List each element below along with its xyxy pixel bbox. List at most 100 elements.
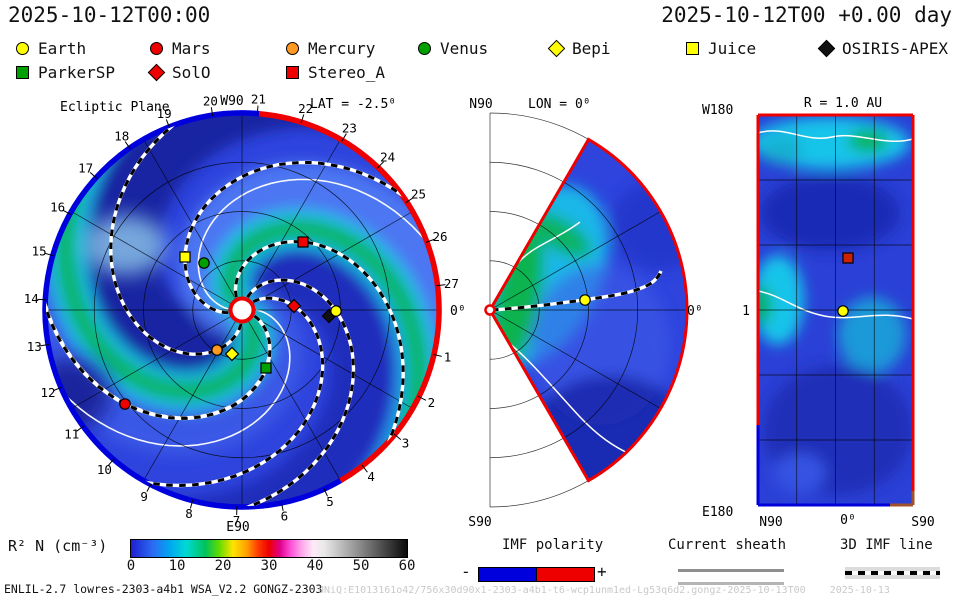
legend-item-solo: SolO: [147, 63, 211, 82]
legend-label: ParkerSP: [38, 63, 116, 82]
radial-xtick-s90: S90: [911, 515, 934, 530]
marker-earth: [330, 305, 342, 317]
day-tick-label: 5: [326, 494, 334, 509]
ecliptic-zero-label: 0⁰: [450, 304, 466, 319]
day-tick-mark: [40, 343, 50, 347]
legend-label: SolO: [172, 63, 211, 82]
grid-line: [489, 309, 661, 409]
density-feature: [848, 130, 888, 152]
legend-label: Juice: [708, 39, 757, 58]
colorbar: [130, 539, 408, 558]
imf-line-label: 3D IMF line: [840, 537, 933, 553]
marker-stereo-a: [842, 252, 854, 264]
day-tick-mark: [361, 464, 368, 473]
day-tick-label: 19: [157, 106, 172, 121]
earth-marker-icon: [16, 42, 29, 55]
day-tick-mark: [107, 458, 115, 466]
juice-marker-icon: [686, 42, 699, 55]
imf-polarity-label: IMF polarity: [502, 537, 604, 553]
marker-venus: [198, 257, 210, 269]
day-tick-mark: [210, 107, 214, 117]
density-feature: [838, 297, 906, 373]
marker-earth: [837, 305, 849, 317]
imf-negative-sign: -: [461, 562, 471, 581]
earth-imf-line: [491, 270, 663, 312]
density-feature: [760, 175, 900, 251]
imf-line-sample: [845, 567, 940, 579]
day-tick-label: 23: [342, 120, 357, 135]
imf-spiral-stereo-a: [233, 240, 405, 456]
day-tick-label: 2: [428, 395, 436, 410]
day-tick-mark: [189, 499, 194, 509]
colorbar-tick-label: 60: [398, 558, 416, 574]
day-tick-label: 9: [140, 489, 148, 504]
day-tick-label: 13: [27, 339, 42, 354]
bepi-marker-icon: [547, 39, 566, 58]
colorbar-tick-label: 50: [352, 558, 370, 574]
legend-item-parkersp: ParkerSP: [16, 63, 115, 82]
day-tick-label: 11: [64, 427, 79, 442]
current-sheet-line: [758, 130, 913, 143]
day-tick-label: 7: [233, 513, 241, 528]
legend-label: Earth: [38, 39, 87, 58]
legend-item-osiris-apex: OSIRIS-APEX: [817, 39, 948, 58]
day-tick-mark: [436, 284, 446, 287]
grid-line: [72, 211, 231, 304]
grid-line: [72, 316, 231, 409]
day-tick-label: 8: [185, 506, 193, 521]
day-tick-mark: [44, 252, 54, 257]
current-sheet-line: [197, 178, 430, 310]
grid-line: [248, 140, 341, 299]
day-tick-label: 4: [367, 469, 375, 484]
osiris-apex-marker-icon: [817, 39, 836, 58]
model-timestamp: 2025-10-12T00:00: [8, 3, 211, 27]
day-tick-mark: [323, 487, 328, 497]
marker-parkersp: [260, 362, 272, 374]
ecliptic-title: Ecliptic Plane: [60, 100, 170, 115]
legend-label: Stereo_A: [308, 63, 386, 82]
day-tick-label: 22: [298, 101, 313, 116]
day-tick-label: 21: [251, 92, 266, 107]
day-tick-label: 20: [203, 93, 218, 108]
day-tick-label: 15: [32, 244, 47, 259]
radial-title: R = 1.0 AU: [804, 96, 882, 111]
ecliptic-lat-label: LAT = -2.5⁰: [310, 97, 396, 112]
legend-label: Mercury: [308, 39, 376, 58]
day-tick-mark: [425, 238, 435, 243]
current-sheet-line: [758, 290, 913, 320]
imf-polarity-ring: [42, 110, 342, 510]
imf-negative-swatch: [478, 567, 537, 582]
day-tick-mark: [146, 483, 152, 492]
imf-polarity-ring: [258, 110, 442, 483]
radial-e180-label: E180: [702, 505, 733, 520]
day-tick-mark: [256, 105, 259, 115]
solo-marker-icon: [147, 63, 166, 82]
grid-line: [143, 140, 236, 299]
model-version-info: ENLIL-2.7 lowres-2303-a4b1 WSA_V2.2 GONG…: [4, 582, 323, 596]
mercury-marker-icon: [286, 42, 299, 55]
density-arm: [178, 161, 438, 446]
marker-stereo-a: [297, 236, 309, 248]
day-tick-label: 14: [24, 291, 39, 306]
imf-positive-sign: +: [597, 562, 607, 581]
legend-label: Venus: [440, 39, 489, 58]
legend-item-earth: Earth: [16, 39, 86, 58]
day-tick-mark: [417, 395, 427, 401]
density-feature: [610, 180, 687, 270]
day-tick-mark: [280, 501, 284, 511]
meridional-zero-label: 0⁰: [687, 304, 703, 319]
mars-marker-icon: [150, 42, 163, 55]
parkersp-marker-icon: [16, 66, 29, 79]
marker-solo: [286, 298, 302, 314]
marker-mercury: [211, 344, 223, 356]
ecliptic-e90-label: E90: [226, 520, 249, 535]
day-tick-label: 24: [380, 149, 395, 164]
imf-spiral-mars: [46, 290, 272, 420]
marker-juice: [179, 251, 191, 263]
sun-inner-boundary: [228, 296, 256, 324]
day-tick-label: 16: [50, 199, 65, 214]
grid-line: [489, 211, 661, 311]
marker-mars: [119, 398, 131, 410]
radial-ytick-1: 1: [742, 304, 750, 319]
day-tick-mark: [300, 114, 305, 124]
